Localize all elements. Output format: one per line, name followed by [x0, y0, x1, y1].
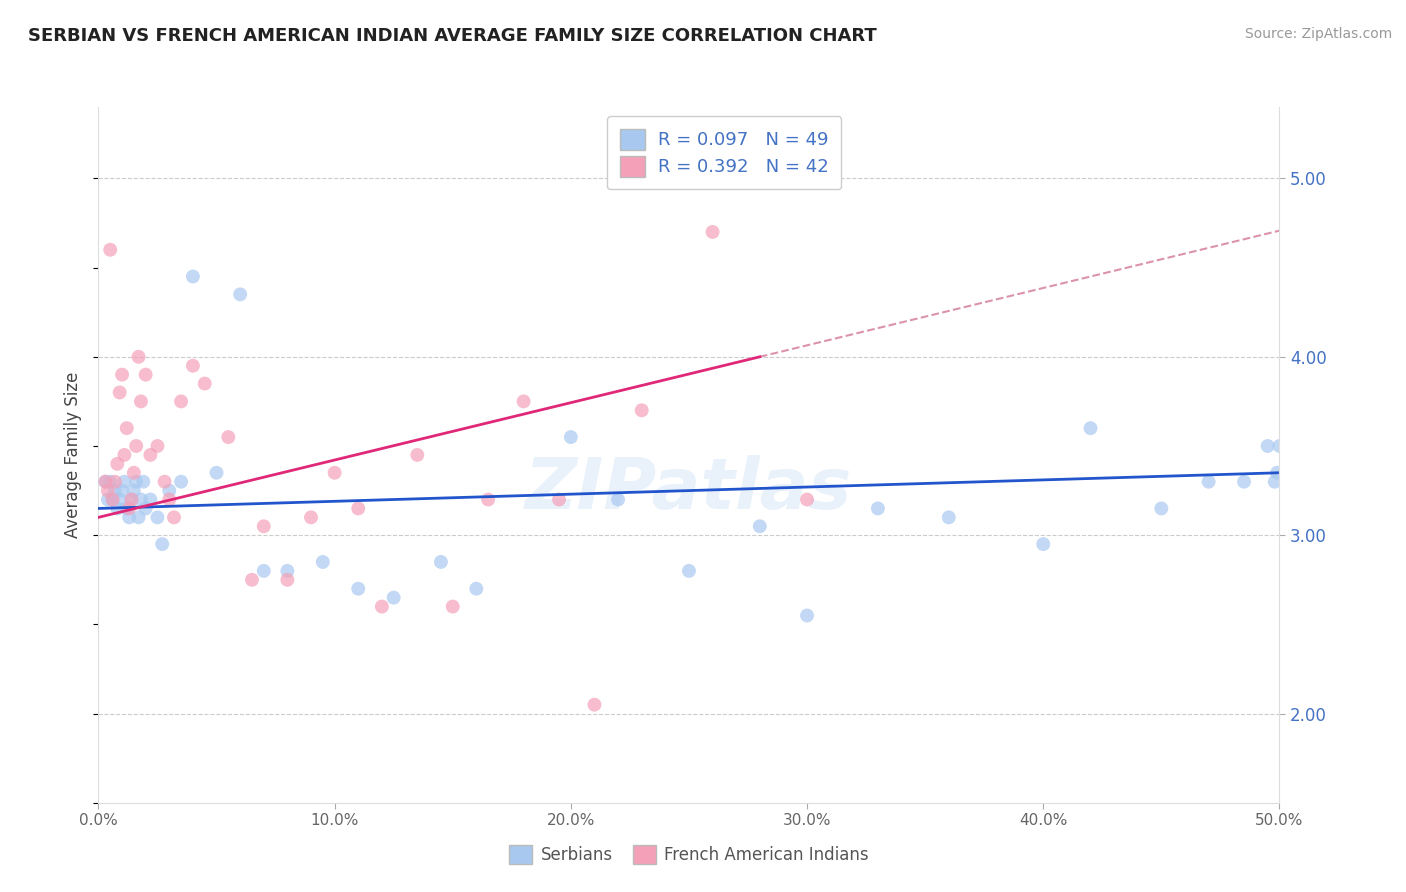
Point — [938, 510, 960, 524]
Y-axis label: Average Family Size: Average Family Size — [65, 372, 83, 538]
Point — [104, 483, 127, 498]
Point — [153, 475, 176, 489]
Point — [121, 492, 143, 507]
Point — [748, 519, 770, 533]
Point — [866, 501, 889, 516]
Point — [150, 537, 173, 551]
Point — [560, 430, 582, 444]
Point — [548, 492, 571, 507]
Point — [97, 483, 120, 498]
Point — [229, 287, 252, 301]
Point — [796, 608, 818, 623]
Point — [121, 492, 143, 507]
Legend: Serbians, French American Indians: Serbians, French American Indians — [502, 838, 876, 871]
Point — [98, 243, 121, 257]
Point — [139, 492, 162, 507]
Point — [382, 591, 405, 605]
Point — [170, 475, 193, 489]
Point — [1080, 421, 1102, 435]
Point — [146, 510, 169, 524]
Point — [181, 269, 204, 284]
Point — [702, 225, 724, 239]
Text: ZIPatlas: ZIPatlas — [526, 455, 852, 524]
Point — [678, 564, 700, 578]
Point — [101, 492, 124, 507]
Point — [312, 555, 335, 569]
Point — [135, 368, 157, 382]
Point — [181, 359, 204, 373]
Point — [430, 555, 453, 569]
Point — [1264, 475, 1286, 489]
Point — [253, 519, 276, 533]
Point — [194, 376, 217, 391]
Point — [299, 510, 322, 524]
Point — [323, 466, 346, 480]
Point — [125, 439, 148, 453]
Point — [122, 466, 145, 480]
Point — [1257, 439, 1279, 453]
Point — [157, 492, 180, 507]
Point — [146, 439, 169, 453]
Point — [105, 457, 128, 471]
Point — [1032, 537, 1054, 551]
Point — [128, 510, 150, 524]
Point — [512, 394, 534, 409]
Point — [118, 510, 141, 524]
Point — [157, 483, 180, 498]
Point — [94, 475, 117, 489]
Point — [132, 475, 155, 489]
Point — [205, 466, 228, 480]
Point — [240, 573, 263, 587]
Point — [477, 492, 499, 507]
Point — [1198, 475, 1220, 489]
Point — [163, 510, 186, 524]
Point — [108, 385, 131, 400]
Point — [129, 394, 152, 409]
Point — [347, 501, 370, 516]
Point — [101, 492, 124, 507]
Point — [118, 501, 141, 516]
Point — [583, 698, 606, 712]
Point — [276, 564, 298, 578]
Point — [104, 475, 127, 489]
Point — [347, 582, 370, 596]
Point — [796, 492, 818, 507]
Point — [112, 475, 135, 489]
Point — [170, 394, 193, 409]
Point — [115, 501, 138, 516]
Point — [129, 492, 152, 507]
Point — [128, 350, 150, 364]
Point — [97, 492, 120, 507]
Point — [112, 448, 135, 462]
Point — [135, 501, 157, 516]
Point — [276, 573, 298, 587]
Point — [253, 564, 276, 578]
Point — [1268, 439, 1291, 453]
Point — [607, 492, 630, 507]
Point — [217, 430, 239, 444]
Point — [441, 599, 464, 614]
Point — [371, 599, 394, 614]
Point — [1150, 501, 1173, 516]
Point — [98, 475, 121, 489]
Point — [115, 421, 138, 435]
Point — [465, 582, 488, 596]
Point — [122, 483, 145, 498]
Point — [108, 492, 131, 507]
Point — [125, 475, 148, 489]
Point — [111, 368, 134, 382]
Point — [1233, 475, 1256, 489]
Point — [630, 403, 652, 417]
Point — [105, 501, 128, 516]
Text: Source: ZipAtlas.com: Source: ZipAtlas.com — [1244, 27, 1392, 41]
Point — [139, 448, 162, 462]
Text: SERBIAN VS FRENCH AMERICAN INDIAN AVERAGE FAMILY SIZE CORRELATION CHART: SERBIAN VS FRENCH AMERICAN INDIAN AVERAG… — [28, 27, 877, 45]
Point — [94, 475, 117, 489]
Point — [111, 483, 134, 498]
Point — [406, 448, 429, 462]
Point — [1265, 466, 1288, 480]
